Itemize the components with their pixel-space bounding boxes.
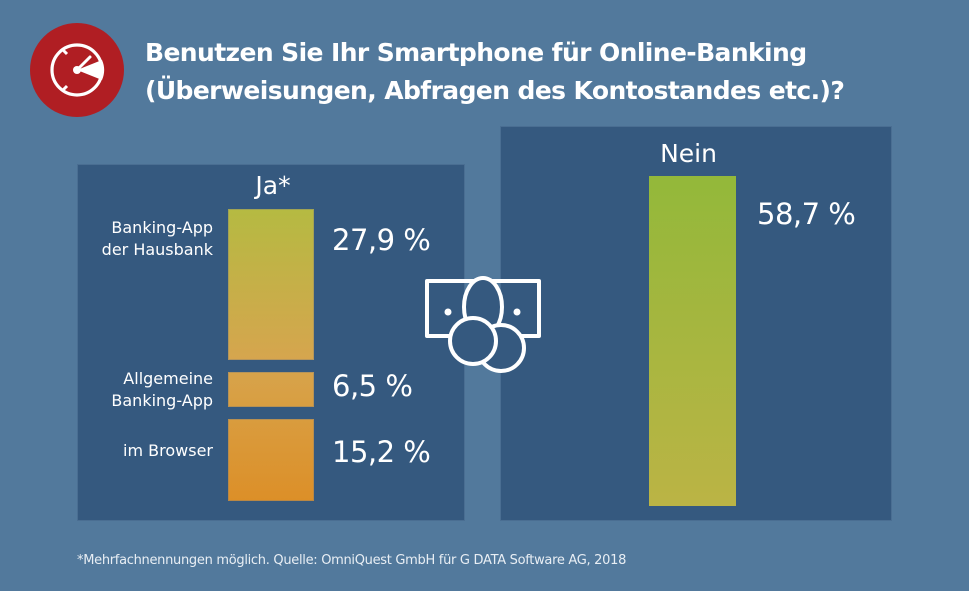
chart-title: Benutzen Sie Ihr Smartphone für Online-B… [145,34,845,110]
bar-nein [649,176,736,506]
title-line-1: Benutzen Sie Ihr Smartphone für Online-B… [145,38,807,67]
title-line-2: (Überweisungen, Abfragen des Kontostande… [145,76,845,105]
panel-nein: Nein 58,7 % [501,127,891,520]
footnote-source: *Mehrfachnennungen möglich. Quelle: Omni… [77,553,627,568]
category-label-line: der Hausbank [101,240,213,259]
category-label-line: Banking-App [111,391,213,410]
category-label-allgemeine: Allgemeine Banking-App [78,368,213,412]
bar-browser [228,418,314,501]
bar-hausbank [228,209,314,360]
value-label-allgemeine: 6,5 % [332,369,413,403]
money-bill-coins-icon [425,276,541,373]
category-label-line: Allgemeine [123,369,213,388]
bar-allgemeine [228,371,314,407]
value-label-browser: 15,2 % [332,435,431,469]
value-label-hausbank: 27,9 % [332,223,431,257]
category-label-browser: im Browser [78,440,213,462]
speedometer-badge [30,23,124,117]
speedometer-icon [50,43,105,97]
category-label-line: Banking-App [111,218,213,237]
category-label-line: im Browser [123,441,213,460]
group-label-ja: Ja* [255,171,291,200]
panel-ja: Ja* Banking-App der Hausbank Allgemeine … [78,165,464,520]
value-label-nein: 58,7 % [757,197,856,231]
category-label-hausbank: Banking-App der Hausbank [78,217,213,261]
group-label-nein: Nein [660,139,717,168]
